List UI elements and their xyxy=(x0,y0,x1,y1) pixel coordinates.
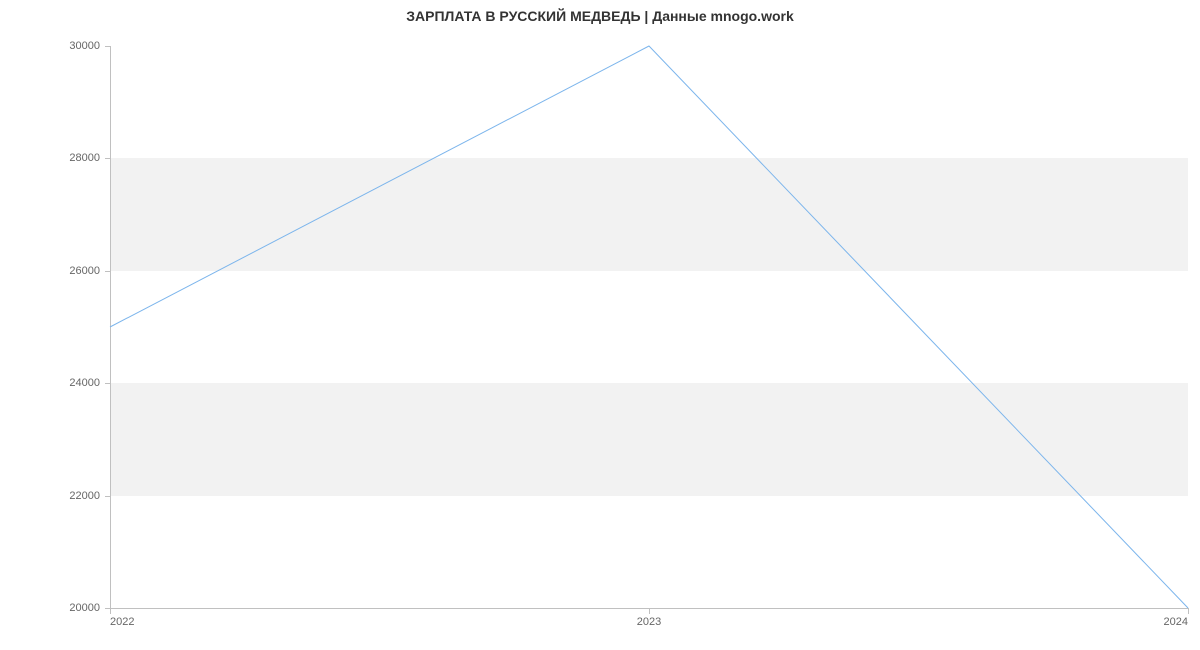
chart-title: ЗАРПЛАТА В РУССКИЙ МЕДВЕДЬ | Данные mnog… xyxy=(0,8,1200,24)
y-tick-label: 20000 xyxy=(40,602,100,614)
line-layer xyxy=(110,46,1188,608)
x-tick-mark xyxy=(1188,608,1189,614)
y-tick-mark xyxy=(105,383,110,384)
y-tick-mark xyxy=(105,46,110,47)
plot-area xyxy=(110,46,1188,608)
y-tick-label: 24000 xyxy=(40,377,100,389)
x-tick-label: 2024 xyxy=(1164,616,1188,628)
x-tick-label: 2022 xyxy=(110,616,134,628)
y-tick-mark xyxy=(105,158,110,159)
y-tick-mark xyxy=(105,496,110,497)
x-tick-label: 2023 xyxy=(637,616,661,628)
x-tick-mark xyxy=(649,608,650,614)
x-tick-mark xyxy=(110,608,111,614)
y-tick-mark xyxy=(105,271,110,272)
y-tick-label: 28000 xyxy=(40,152,100,164)
y-tick-label: 22000 xyxy=(40,490,100,502)
series-line-salary xyxy=(110,46,1188,608)
y-tick-label: 30000 xyxy=(40,40,100,52)
y-tick-label: 26000 xyxy=(40,265,100,277)
chart-container: ЗАРПЛАТА В РУССКИЙ МЕДВЕДЬ | Данные mnog… xyxy=(0,0,1200,650)
